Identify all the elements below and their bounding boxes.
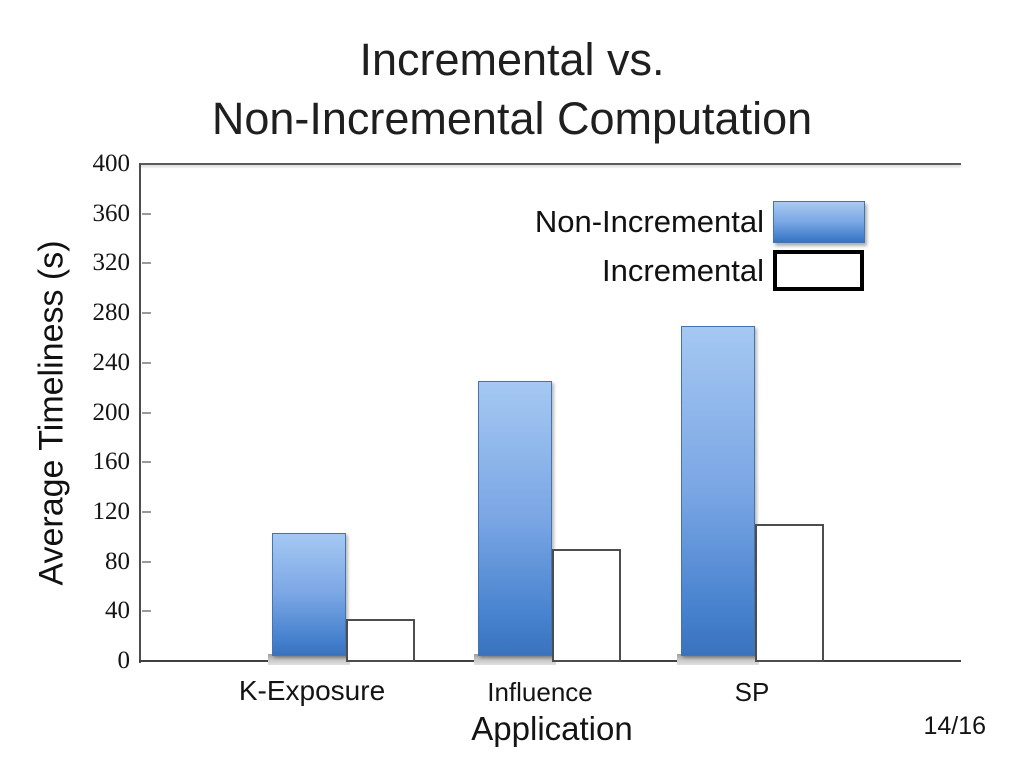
y-tick-mark-40 (142, 610, 151, 613)
y-tick-label-120: 120 (92, 497, 131, 525)
legend-label-incremental: Incremental (602, 252, 764, 288)
y-tick-label-320: 320 (92, 249, 131, 277)
legend-label-non-incremental: Non-Incremental (534, 204, 764, 239)
y-tick-label-40: 40 (105, 597, 130, 625)
chart-title: Incremental vs. Non-Incremental Computat… (0, 30, 1024, 148)
y-tick-label-280: 280 (92, 299, 131, 327)
bar-shadow-k-exposure (268, 654, 350, 665)
x-tick-label-sp: SP (734, 677, 770, 707)
slide-page-number: 14/16 (923, 712, 986, 740)
y-tick-mark-80 (142, 560, 151, 563)
x-tick-label-influence: Influence (487, 677, 593, 707)
y-tick-label-160: 160 (92, 448, 131, 476)
x-axis-title: Application (471, 710, 633, 747)
bar-non-incremental-influence (478, 381, 552, 656)
y-tick-mark-160 (142, 461, 151, 464)
y-tick-label-360: 360 (92, 199, 131, 227)
legend-swatch-non-incremental-icon (773, 201, 865, 243)
legend-item-non-incremental: Non-Incremental (535, 201, 865, 243)
legend-swatch-incremental-icon (773, 250, 864, 291)
chart-title-line-2: Non-Incremental Computation (211, 93, 813, 144)
y-axis-line (139, 163, 141, 663)
chart-title-line-1: Incremental vs. (359, 34, 665, 85)
bar-incremental-k-exposure (346, 618, 415, 662)
y-tick-mark-240 (142, 361, 151, 364)
y-tick-mark-280 (142, 312, 151, 315)
plot-top-border (139, 163, 961, 165)
y-tick-label-0: 0 (117, 647, 131, 674)
bar-shadow-sp (677, 654, 759, 665)
bar-non-incremental-k-exposure (272, 533, 346, 656)
y-tick-label-240: 240 (92, 348, 131, 376)
bar-incremental-influence (552, 549, 621, 662)
bar-shadow-influence (474, 654, 556, 665)
legend-item-incremental: Incremental (602, 250, 864, 291)
y-tick-mark-360 (142, 212, 151, 215)
bar-non-incremental-sp (681, 325, 755, 656)
y-tick-label-80: 80 (105, 547, 130, 575)
y-tick-mark-120 (142, 510, 151, 513)
x-tick-label-k-exposure: K-Exposure (238, 675, 386, 706)
y-tick-label-400: 400 (92, 150, 131, 177)
bar-incremental-sp (755, 524, 824, 662)
y-tick-label-200: 200 (92, 398, 131, 426)
y-tick-mark-320 (142, 262, 151, 265)
y-tick-mark-200 (142, 411, 151, 414)
